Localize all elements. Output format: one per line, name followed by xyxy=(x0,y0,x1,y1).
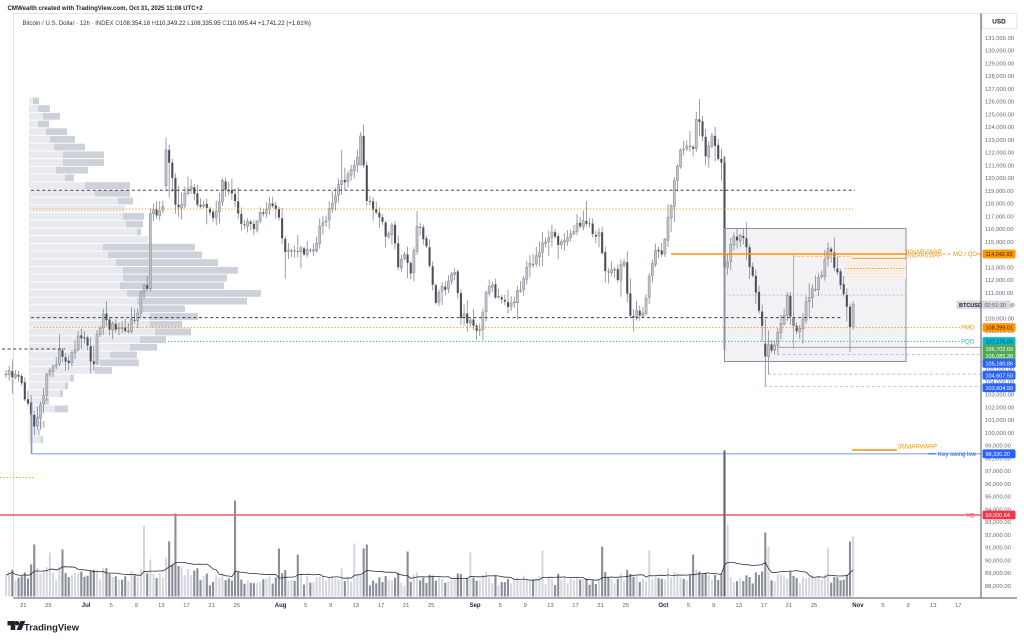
svg-text:25: 25 xyxy=(622,603,628,609)
svg-text:126,000.00: 126,000.00 xyxy=(985,100,1014,106)
svg-text:25: 25 xyxy=(811,603,817,609)
svg-text:117,000.00: 117,000.00 xyxy=(985,214,1014,220)
svg-text:17: 17 xyxy=(183,603,189,609)
svg-text:107,176.86: 107,176.86 xyxy=(986,340,1014,346)
svg-text:129,000.00: 129,000.00 xyxy=(985,61,1014,67)
svg-text:9: 9 xyxy=(135,603,138,609)
svg-text:116,000.00: 116,000.00 xyxy=(985,227,1014,233)
svg-text:102,000.00: 102,000.00 xyxy=(985,406,1014,412)
svg-text:130,000.00: 130,000.00 xyxy=(985,49,1014,55)
svg-text:104,000.00: 104,000.00 xyxy=(985,380,1014,386)
svg-text:25: 25 xyxy=(45,603,51,609)
svg-text:9: 9 xyxy=(712,603,715,609)
svg-text:111,000.00: 111,000.00 xyxy=(985,291,1013,297)
svg-text:128,000.00: 128,000.00 xyxy=(985,74,1014,80)
svg-text:109,000.00: 109,000.00 xyxy=(985,316,1014,322)
svg-text:93,000.00: 93,000.00 xyxy=(985,520,1011,526)
svg-text:90,000.00: 90,000.00 xyxy=(985,558,1011,564)
svg-text:91,000.00: 91,000.00 xyxy=(985,546,1011,552)
svg-text:120,000.00: 120,000.00 xyxy=(985,176,1014,182)
svg-text:101,000.00: 101,000.00 xyxy=(985,418,1014,424)
svg-text:21: 21 xyxy=(20,603,26,609)
svg-text:100,000.00: 100,000.00 xyxy=(985,431,1014,437)
svg-text:21: 21 xyxy=(208,603,214,609)
svg-text:92,000.00: 92,000.00 xyxy=(985,533,1011,539)
svg-text:5: 5 xyxy=(499,603,502,609)
svg-text:9: 9 xyxy=(906,603,909,609)
svg-text:21: 21 xyxy=(597,603,603,609)
svg-text:21: 21 xyxy=(403,603,409,609)
svg-text:124,000.00: 124,000.00 xyxy=(985,125,1014,131)
svg-text:104,607.50: 104,607.50 xyxy=(986,373,1014,379)
svg-text:Sep: Sep xyxy=(470,603,481,609)
svg-text:103,604.99: 103,604.99 xyxy=(986,386,1014,392)
svg-text:Bitcoin / U.S. Dollar · 12h ·: Bitcoin / U.S. Dollar · 12h · INDEX O108… xyxy=(23,21,311,27)
svg-text:9: 9 xyxy=(329,603,332,609)
svg-text:Oct: Oct xyxy=(658,603,668,609)
svg-text:131,000.00: 131,000.00 xyxy=(985,36,1014,42)
svg-text:17: 17 xyxy=(378,603,384,609)
svg-text:103,000.00: 103,000.00 xyxy=(985,393,1014,399)
svg-text:25: 25 xyxy=(428,603,434,609)
svg-text:PMO: PMO xyxy=(961,326,975,332)
svg-text:113,000.00: 113,000.00 xyxy=(985,265,1014,271)
svg-text:Jul: Jul xyxy=(82,603,91,609)
svg-text:13: 13 xyxy=(547,603,553,609)
svg-text:98,330.20: 98,330.20 xyxy=(986,452,1010,458)
svg-text:17: 17 xyxy=(955,603,961,609)
svg-text:95,000.00: 95,000.00 xyxy=(985,495,1011,501)
svg-text:122,000.00: 122,000.00 xyxy=(985,151,1014,157)
svg-text:13: 13 xyxy=(158,603,164,609)
svg-text:106,702.00: 106,702.00 xyxy=(986,347,1014,353)
svg-text:121,000.00: 121,000.00 xyxy=(985,163,1014,169)
svg-text:13: 13 xyxy=(930,603,936,609)
svg-text:17: 17 xyxy=(761,603,767,609)
svg-text:96,000.00: 96,000.00 xyxy=(985,482,1011,488)
svg-text:123,000.00: 123,000.00 xyxy=(985,138,1014,144)
svg-text:90dARVWAP: 90dARVWAP xyxy=(906,250,942,256)
svg-text:MO / QO: MO / QO xyxy=(953,252,977,258)
svg-text:99,000.00: 99,000.00 xyxy=(985,444,1011,450)
svg-text:Key swing low: Key swing low xyxy=(938,452,977,458)
svg-text:115,000.00: 115,000.00 xyxy=(985,240,1014,246)
svg-text:365dARVWAP: 365dARVWAP xyxy=(898,444,937,450)
svg-text:108,000.00: 108,000.00 xyxy=(985,329,1014,335)
svg-text:105,000.00: 105,000.00 xyxy=(985,367,1014,373)
svg-text:105,180.86: 105,180.86 xyxy=(986,362,1014,368)
svg-text:13: 13 xyxy=(353,603,359,609)
svg-text:21: 21 xyxy=(786,603,792,609)
svg-text:88,000.00: 88,000.00 xyxy=(985,584,1011,590)
svg-text:119,000.00: 119,000.00 xyxy=(985,189,1014,195)
svg-text:Aug: Aug xyxy=(275,603,287,609)
svg-text:TradingView: TradingView xyxy=(24,621,80,632)
svg-text:127,000.00: 127,000.00 xyxy=(985,87,1014,93)
svg-text:17: 17 xyxy=(572,603,578,609)
svg-text:Nov: Nov xyxy=(852,603,864,609)
svg-text:97,000.00: 97,000.00 xyxy=(985,469,1011,475)
svg-text:90dARVWAP: 90dARVWAP xyxy=(907,253,943,259)
svg-text:93,500.64: 93,500.64 xyxy=(986,513,1010,519)
svg-text:106,085.38: 106,085.38 xyxy=(986,354,1014,360)
svg-text:USD: USD xyxy=(992,19,1006,26)
svg-text:YC: YC xyxy=(966,513,975,519)
svg-text:PQO: PQO xyxy=(961,340,975,346)
svg-text:13: 13 xyxy=(735,603,741,609)
svg-text:112,000.00: 112,000.00 xyxy=(985,278,1014,284)
svg-text:BTCUSD: BTCUSD xyxy=(959,303,982,309)
svg-text:CMWealth created with TradingV: CMWealth created with TradingView.com, O… xyxy=(8,5,204,12)
svg-text:5: 5 xyxy=(304,603,307,609)
svg-text:9: 9 xyxy=(524,603,527,609)
svg-text:108,299.01: 108,299.01 xyxy=(986,326,1014,332)
svg-text:125,000.00: 125,000.00 xyxy=(985,112,1014,118)
svg-text:89,000.00: 89,000.00 xyxy=(985,571,1011,577)
svg-text:118,000.00: 118,000.00 xyxy=(985,202,1014,208)
svg-text:94,000.00: 94,000.00 xyxy=(985,507,1011,513)
svg-text:98,000.00: 98,000.00 xyxy=(985,457,1011,463)
svg-text:5: 5 xyxy=(110,603,113,609)
svg-text:5: 5 xyxy=(687,603,690,609)
svg-text:114,042.93: 114,042.93 xyxy=(986,252,1013,258)
svg-text:25: 25 xyxy=(233,603,239,609)
svg-text:5: 5 xyxy=(881,603,884,609)
svg-text:02:51:30: 02:51:30 xyxy=(985,303,1006,309)
